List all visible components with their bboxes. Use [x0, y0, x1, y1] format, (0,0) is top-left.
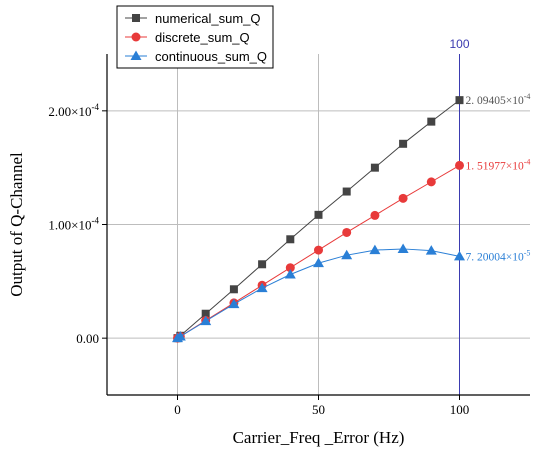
data-point	[455, 160, 464, 170]
y-tick-label: 1.00×10-4	[48, 216, 99, 233]
data-point	[174, 330, 186, 341]
data-point	[425, 245, 437, 255]
x-tick-label: 0	[174, 402, 181, 417]
legend-marker	[131, 32, 141, 42]
annotation-label: 7. 20004×10-5	[466, 248, 531, 263]
vertical-marker-label: 100	[449, 37, 469, 51]
data-point	[201, 309, 210, 318]
data-point	[314, 210, 323, 219]
data-point	[200, 315, 212, 326]
legend-marker	[132, 14, 140, 22]
series-line	[177, 99, 460, 339]
data-point	[341, 249, 353, 260]
data-point	[285, 263, 295, 273]
data-point	[256, 282, 268, 293]
data-point	[369, 244, 381, 255]
data-point	[342, 227, 352, 237]
y-tick-label: 2.00×10-4	[48, 102, 99, 119]
legend-label: numerical_sum_Q	[155, 11, 261, 26]
y-axis-title: Output of Q-Channel	[7, 152, 26, 297]
data-point	[342, 187, 351, 196]
annotation-label: 1. 51977×10-4	[466, 157, 531, 172]
data-point	[229, 285, 238, 294]
y-tick-label: 0.00	[76, 331, 99, 346]
data-point	[313, 257, 324, 268]
x-tick-label: 100	[450, 402, 470, 417]
data-point	[314, 245, 323, 255]
x-tick-label: 50	[312, 402, 325, 417]
data-point	[399, 139, 408, 148]
data-point	[370, 163, 379, 172]
data-point	[258, 260, 267, 269]
data-point	[427, 117, 436, 126]
annotation-label: 2. 09405×10-4	[466, 92, 531, 107]
data-point	[398, 193, 408, 203]
data-point	[426, 177, 436, 187]
data-point	[284, 269, 296, 279]
data-point	[228, 298, 240, 309]
legend-label: discrete_sum_Q	[155, 30, 250, 45]
legend-label: continuous_sum_Q	[155, 49, 267, 64]
data-point	[286, 235, 295, 244]
data-point	[370, 210, 380, 220]
x-axis-title: Carrier_Freq _Error (Hz)	[233, 428, 405, 447]
data-point	[397, 243, 409, 253]
data-point	[455, 96, 464, 105]
legend-marker	[130, 50, 142, 60]
data-point	[454, 250, 465, 261]
